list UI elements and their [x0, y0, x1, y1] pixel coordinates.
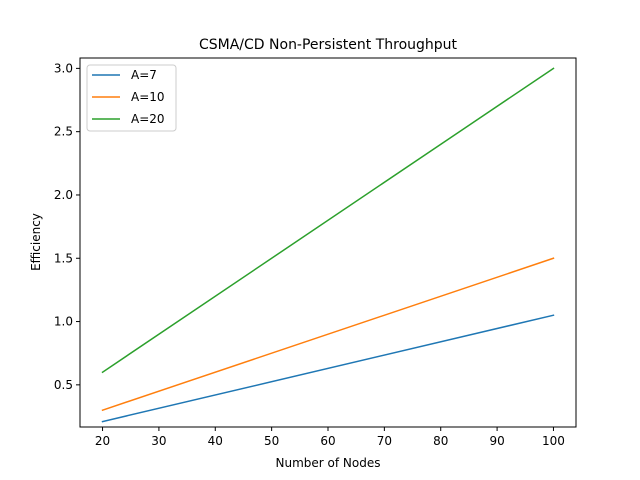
y-tick-label: 1.0 [54, 315, 73, 329]
chart-title: CSMA/CD Non-Persistent Throughput [199, 37, 458, 53]
x-tick-label: 60 [320, 434, 335, 448]
x-axis-ticks: 20 30 40 50 60 70 80 90 100 [95, 427, 565, 448]
y-tick-label: 3.0 [54, 61, 73, 75]
x-tick-label: 40 [208, 434, 223, 448]
series-line-a-7 [101, 314, 555, 423]
legend-label: A=10 [131, 90, 165, 104]
x-tick-label: 70 [377, 434, 392, 448]
y-tick-label: 2.5 [54, 125, 73, 139]
x-tick-label: 50 [264, 434, 279, 448]
plot-area [79, 57, 577, 428]
series-line-a-10 [101, 257, 555, 412]
y-axis-ticks: 0.5 1.0 1.5 2.0 2.5 3.0 [54, 61, 80, 392]
legend-label: A=20 [131, 112, 165, 126]
x-tick-label: 80 [433, 434, 448, 448]
x-tick-label: 100 [542, 434, 565, 448]
legend: A=7 A=10 A=20 [86, 64, 177, 132]
x-axis-label: Number of Nodes [276, 456, 381, 470]
y-tick-label: 0.5 [54, 378, 73, 392]
y-tick-label: 2.0 [54, 188, 73, 202]
series-line-a-20 [101, 67, 555, 374]
y-tick-label: 1.5 [54, 251, 73, 265]
y-axis-label: Efficiency [29, 213, 43, 271]
x-tick-label: 20 [95, 434, 110, 448]
legend-label: A=7 [131, 68, 157, 82]
legend-box [86, 64, 177, 132]
x-tick-label: 90 [489, 434, 504, 448]
x-tick-label: 30 [151, 434, 166, 448]
legend-items: A=7 A=10 A=20 [92, 68, 165, 126]
series-lines [101, 67, 555, 423]
